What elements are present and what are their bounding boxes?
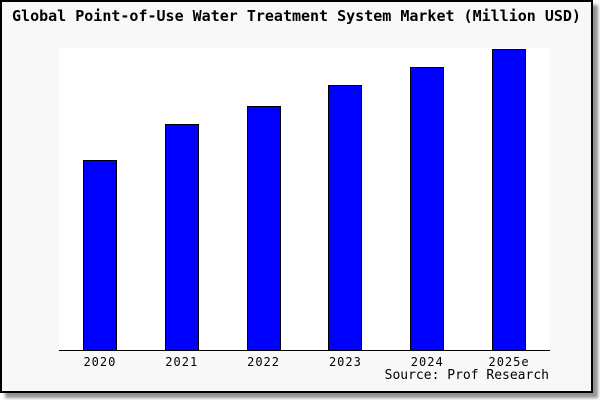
bar-2023: [328, 85, 363, 350]
bar-2020: [82, 160, 117, 350]
bars-container: [59, 48, 550, 350]
bar-2022: [246, 106, 281, 350]
x-tick-label-2021: 2021: [165, 355, 199, 369]
x-axis-labels: 2020 2021 2022 2023 2024 2025e: [59, 355, 550, 369]
source-credit: Source: Prof Research: [384, 368, 549, 383]
chart-card: Global Point-of-Use Water Treatment Syst…: [0, 0, 593, 393]
x-tick-label-2022: 2022: [247, 355, 281, 369]
x-tick-label-2025e: 2025e: [488, 355, 530, 369]
plot-area: [59, 48, 550, 351]
bar-2025e: [492, 49, 527, 350]
x-tick-label-2023: 2023: [328, 355, 362, 369]
bar-2024: [410, 67, 445, 350]
bar-2021: [164, 124, 199, 350]
chart-title: Global Point-of-Use Water Treatment Syst…: [12, 7, 581, 25]
x-tick-label-2024: 2024: [410, 355, 444, 369]
x-tick-label-2020: 2020: [83, 355, 117, 369]
